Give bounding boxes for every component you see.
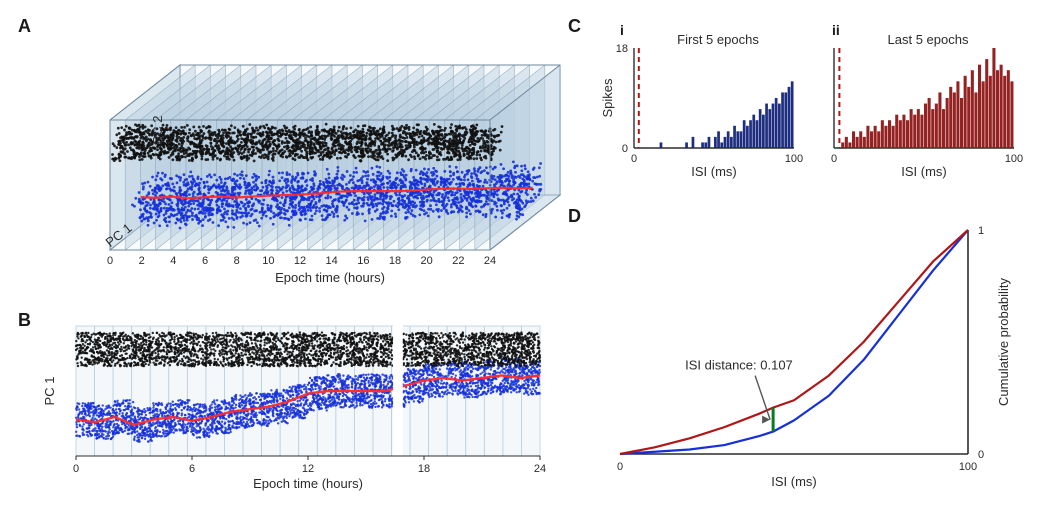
svg-text:14: 14 (326, 255, 338, 267)
svg-text:6: 6 (202, 255, 208, 267)
svg-text:PC 2: PC 2 (150, 116, 165, 145)
panel-label-c: C (568, 16, 581, 37)
panel-label-a: A (18, 16, 31, 37)
panel-d-cdf: ISI distance: 0.107010001ISI (ms)Cumulat… (600, 220, 1020, 490)
svg-text:18: 18 (389, 255, 401, 267)
svg-text:0: 0 (107, 255, 113, 267)
panel-label-b: B (18, 310, 31, 331)
svg-text:2: 2 (139, 255, 145, 267)
svg-text:12: 12 (294, 255, 306, 267)
svg-text:22: 22 (452, 255, 464, 267)
svg-text:24: 24 (484, 255, 496, 267)
panel-label-d: D (568, 206, 581, 227)
panel-c-ii-histogram: Last 5 epochs0100ISI (ms) (820, 30, 1020, 180)
svg-text:16: 16 (357, 255, 369, 267)
panel-b-2d-scatter: 06121824Epoch time (hours)PC 1 (40, 320, 550, 490)
svg-text:4: 4 (170, 255, 176, 267)
panel-a-3d-scatter: 024681012141618202224Epoch time (hours)P… (40, 20, 550, 300)
svg-text:8: 8 (234, 255, 240, 267)
svg-text:Epoch time (hours): Epoch time (hours) (275, 270, 385, 285)
svg-text:20: 20 (421, 255, 433, 267)
panel-c-i-histogram: First 5 epochs0100018SpikesISI (ms) (600, 30, 800, 180)
svg-text:10: 10 (262, 255, 274, 267)
